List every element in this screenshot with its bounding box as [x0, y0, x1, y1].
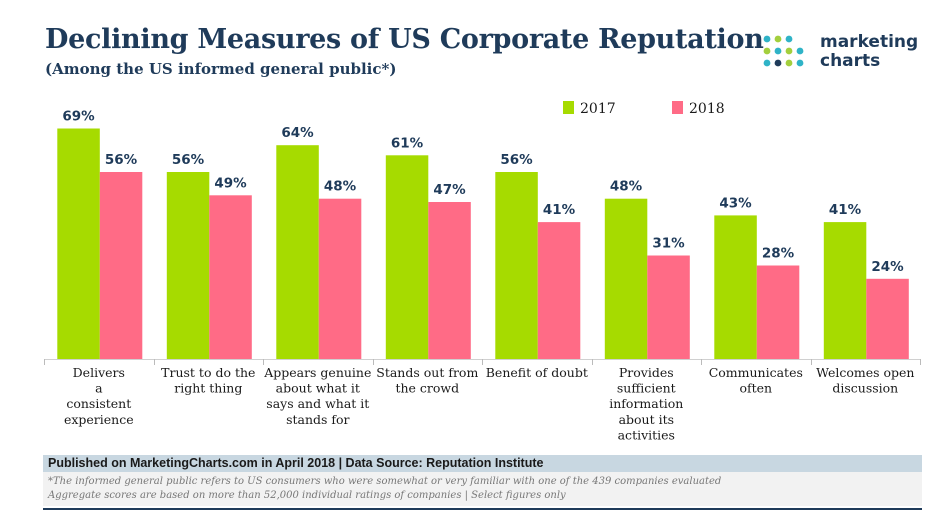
- x-tick-label: Provides: [619, 365, 674, 380]
- data-label: 47%: [433, 182, 466, 198]
- x-tick-label: Benefit of doubt: [486, 365, 588, 380]
- data-label: 43%: [719, 195, 752, 211]
- chart-subtitle: (Among the US informed general public*): [45, 60, 397, 78]
- brand-logo-icon: [763, 35, 804, 67]
- legend-swatch-2018: [672, 101, 683, 114]
- data-label: 61%: [391, 135, 424, 151]
- brand-dot: [785, 35, 793, 43]
- data-label: 31%: [652, 236, 685, 252]
- bar-2018-5: [647, 255, 690, 359]
- brand-dot: [774, 59, 782, 67]
- bar-2018-2: [318, 198, 362, 359]
- brand-logo: marketing charts: [762, 33, 922, 75]
- bar-2017-5: [604, 198, 648, 359]
- x-tick-label: says and what it: [266, 396, 369, 411]
- x-tick-label: activities: [618, 427, 675, 442]
- footnote-area: [43, 472, 922, 506]
- brand-dot: [785, 59, 793, 67]
- bar-2018-3: [428, 202, 471, 359]
- footnote-2: Aggregate scores are based on more than …: [48, 490, 566, 501]
- x-tick-label: information: [609, 396, 683, 411]
- x-tick-label: often: [739, 381, 772, 396]
- x-tick-label: sufficient: [617, 381, 676, 396]
- bar-2018-4: [537, 222, 581, 359]
- x-tick-label: Communicates: [709, 365, 803, 380]
- data-label: 64%: [281, 125, 314, 141]
- data-label: 28%: [762, 246, 795, 262]
- bar-2018-7: [866, 278, 909, 359]
- brand-dot: [774, 35, 782, 43]
- footnote-1: *The informed general public refers to U…: [48, 476, 722, 487]
- data-label: 56%: [105, 152, 138, 168]
- bar-2017-4: [495, 172, 538, 359]
- x-tick-label: experience: [64, 412, 134, 427]
- brand-dot: [763, 35, 771, 43]
- bar-2017-6: [714, 215, 757, 359]
- legend-swatch-2017: [563, 101, 574, 114]
- x-tick-label: a: [95, 381, 103, 396]
- brand-dot: [785, 47, 793, 55]
- data-label: 41%: [543, 202, 576, 218]
- bar-2017-2: [276, 145, 319, 359]
- data-label: 41%: [829, 202, 862, 218]
- brand-dot: [763, 47, 771, 55]
- legend-label-2018: 2018: [689, 101, 725, 117]
- x-tick-label: Welcomes open: [816, 365, 914, 380]
- x-tick-label: consistent: [66, 396, 131, 411]
- x-tick-label: about its: [619, 412, 674, 427]
- x-tick-label: Appears genuine: [263, 365, 371, 380]
- x-tick-label: Stands out from: [376, 365, 478, 380]
- data-label: 69%: [62, 109, 95, 125]
- x-tick-label: discussion: [832, 381, 898, 396]
- brand-dot: [774, 47, 782, 55]
- brand-dot: [796, 59, 804, 67]
- legend-label-2017: 2017: [580, 101, 616, 117]
- data-label: 56%: [500, 152, 533, 168]
- data-label: 56%: [172, 152, 205, 168]
- data-label: 49%: [214, 175, 247, 191]
- bar-2018-6: [756, 265, 800, 359]
- footer-bar: [43, 455, 922, 472]
- data-label: 48%: [610, 179, 643, 195]
- x-tick-label: Delivers: [73, 365, 125, 380]
- data-label: 48%: [324, 179, 357, 195]
- data-label: 24%: [871, 259, 904, 275]
- bottom-rule: [43, 508, 922, 510]
- x-tick-label: right thing: [174, 381, 242, 396]
- chart-title: Declining Measures of US Corporate Reput…: [45, 24, 764, 55]
- bar-2017-0: [57, 128, 100, 359]
- brand-dot: [763, 59, 771, 67]
- x-tick-label: Trust to do the: [161, 365, 255, 380]
- x-tick-label: the crowd: [395, 381, 459, 396]
- bar-2017-3: [385, 155, 429, 359]
- brand-dot: [796, 47, 804, 55]
- bar-2017-1: [166, 172, 210, 359]
- bar-2018-0: [99, 172, 143, 359]
- brand-wordmark: marketing charts: [820, 33, 918, 71]
- x-tick-label: about what it: [276, 381, 360, 396]
- bar-2017-7: [823, 222, 867, 359]
- published-source: Published on MarketingCharts.com in Apri…: [48, 456, 544, 470]
- brand-line-2: charts: [820, 51, 881, 71]
- brand-line-1: marketing: [820, 32, 919, 52]
- bar-2018-1: [209, 195, 252, 359]
- x-tick-label: stands for: [286, 412, 349, 427]
